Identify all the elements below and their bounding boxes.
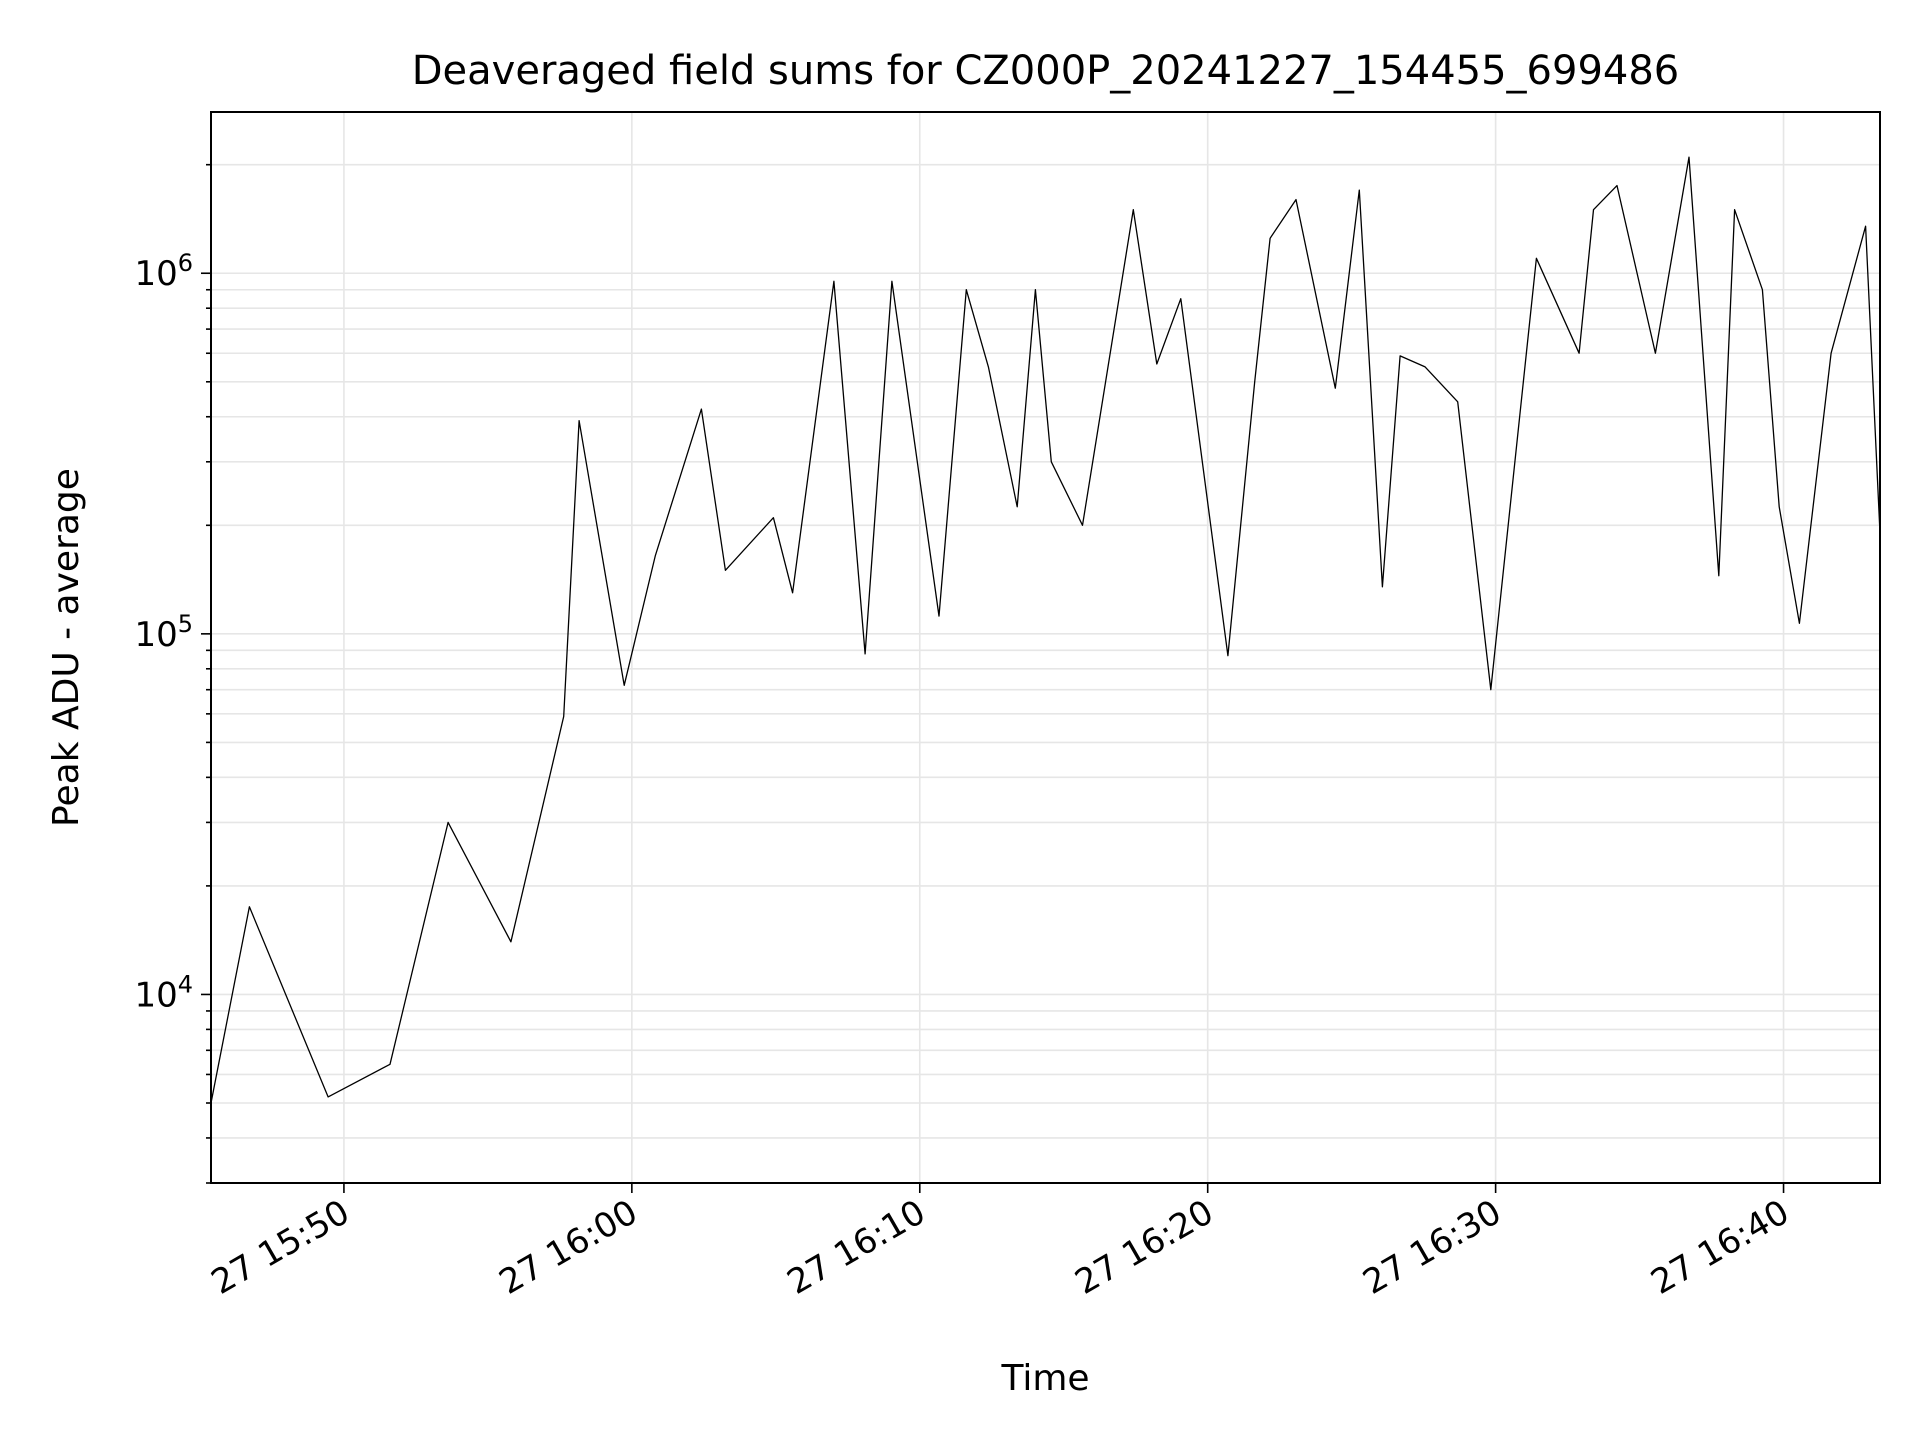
x-tick-label: 27 16:00 bbox=[493, 1192, 645, 1303]
axis-ticks: 104 105 106 27 15:50 27 16:00 27 16:10 27 16:2… bbox=[134, 163, 1796, 1303]
y-tick-label: 104 bbox=[134, 970, 193, 1015]
x-tick-label: 27 16:10 bbox=[781, 1192, 933, 1303]
x-tick-label: 27 16:40 bbox=[1644, 1192, 1796, 1303]
x-tick-label: 27 16:30 bbox=[1356, 1192, 1508, 1303]
x-tick-label: 27 15:50 bbox=[205, 1192, 357, 1303]
grid bbox=[211, 112, 1880, 1184]
y-axis-label: Peak ADU - average bbox=[46, 468, 87, 827]
chart-title: Deaveraged field sums for CZ000P_2024122… bbox=[412, 48, 1680, 94]
y-tick-label: 105 bbox=[134, 610, 193, 655]
x-axis-label: Time bbox=[1000, 1358, 1089, 1399]
plot-frame bbox=[210, 111, 1881, 1184]
series-line bbox=[210, 156, 1881, 1104]
y-tick-label: 106 bbox=[134, 249, 193, 294]
series-layer bbox=[210, 156, 1881, 1104]
x-tick-label: 27 16:20 bbox=[1069, 1192, 1221, 1303]
